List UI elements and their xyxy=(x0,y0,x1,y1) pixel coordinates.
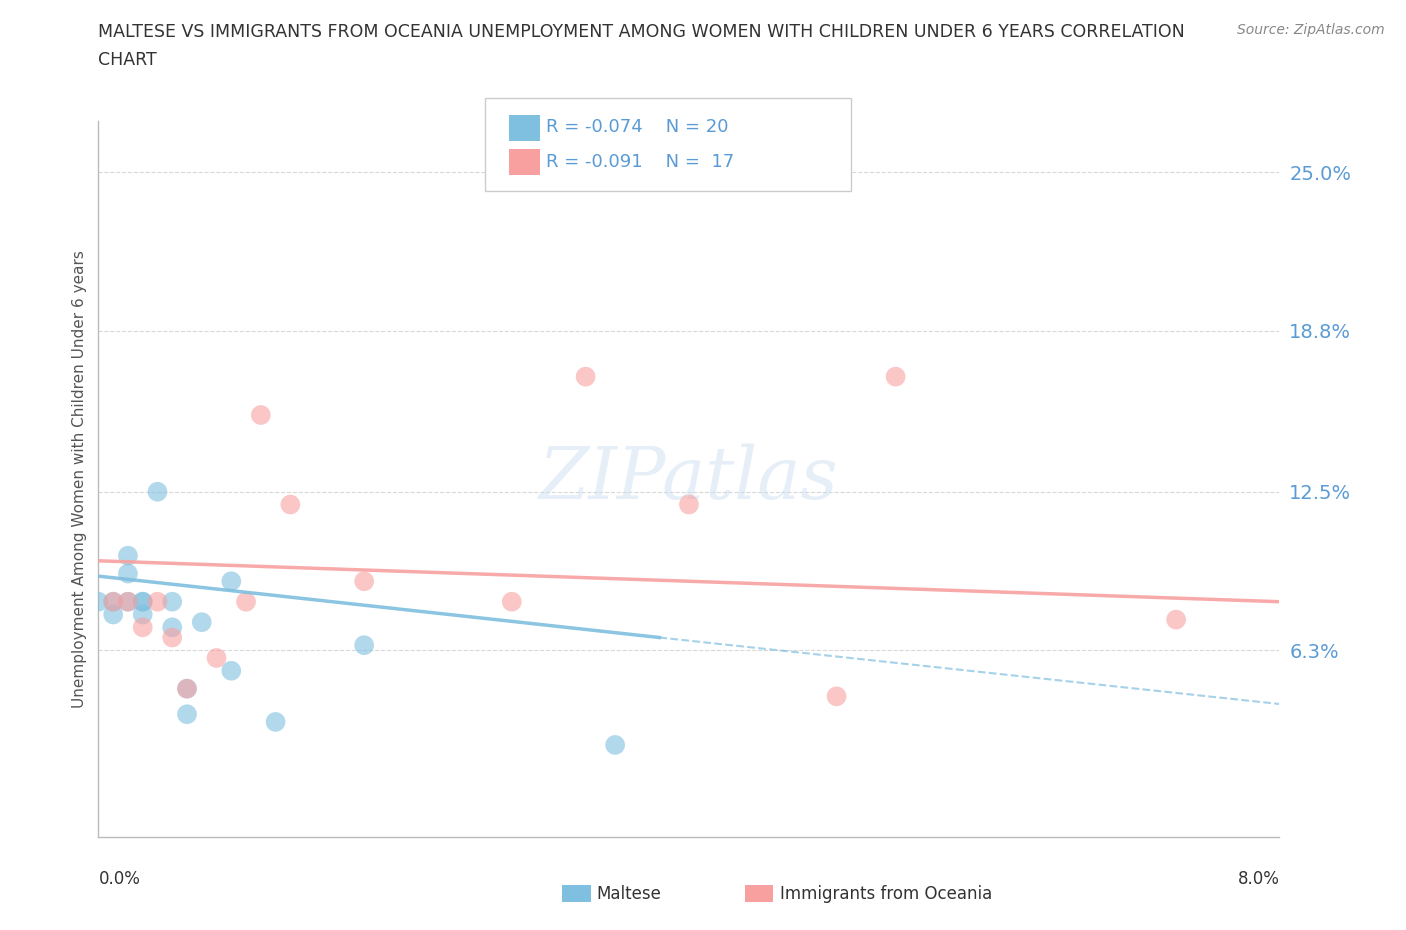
Point xyxy=(162,594,183,609)
Point xyxy=(132,594,155,609)
Text: Immigrants from Oceania: Immigrants from Oceania xyxy=(780,884,993,903)
Point xyxy=(884,369,907,384)
Point xyxy=(132,607,155,622)
Point xyxy=(162,620,183,635)
Point xyxy=(501,594,523,609)
Point xyxy=(264,714,287,729)
Point xyxy=(250,407,273,422)
Point xyxy=(678,498,700,512)
Point xyxy=(221,663,243,678)
Point xyxy=(117,594,139,609)
Text: 8.0%: 8.0% xyxy=(1237,870,1279,888)
Point xyxy=(575,369,598,384)
Point xyxy=(87,594,110,609)
Point xyxy=(132,594,155,609)
Text: Source: ZipAtlas.com: Source: ZipAtlas.com xyxy=(1237,23,1385,37)
Point xyxy=(235,594,257,609)
Point xyxy=(117,594,139,609)
Point xyxy=(353,638,375,653)
Text: Maltese: Maltese xyxy=(596,884,661,903)
Point xyxy=(176,681,198,696)
Point xyxy=(280,498,302,512)
Point xyxy=(103,607,125,622)
Text: MALTESE VS IMMIGRANTS FROM OCEANIA UNEMPLOYMENT AMONG WOMEN WITH CHILDREN UNDER : MALTESE VS IMMIGRANTS FROM OCEANIA UNEMP… xyxy=(98,23,1185,41)
Point xyxy=(162,631,183,645)
Point xyxy=(353,574,375,589)
Point xyxy=(825,689,848,704)
Point xyxy=(205,651,228,666)
Point xyxy=(1166,612,1188,627)
Point xyxy=(117,549,139,564)
Point xyxy=(221,574,243,589)
Text: CHART: CHART xyxy=(98,51,157,69)
Point xyxy=(117,566,139,581)
Point xyxy=(103,594,125,609)
Text: 0.0%: 0.0% xyxy=(98,870,141,888)
Point xyxy=(132,620,155,635)
Point xyxy=(176,681,198,696)
Text: ZIPatlas: ZIPatlas xyxy=(538,444,839,514)
Point xyxy=(191,615,214,630)
Point xyxy=(605,737,627,752)
Point xyxy=(146,485,169,499)
Point xyxy=(103,594,125,609)
Point xyxy=(146,594,169,609)
Text: R = -0.091    N =  17: R = -0.091 N = 17 xyxy=(546,153,734,171)
Y-axis label: Unemployment Among Women with Children Under 6 years: Unemployment Among Women with Children U… xyxy=(72,250,87,708)
Text: R = -0.074    N = 20: R = -0.074 N = 20 xyxy=(546,118,728,137)
Point xyxy=(176,707,198,722)
